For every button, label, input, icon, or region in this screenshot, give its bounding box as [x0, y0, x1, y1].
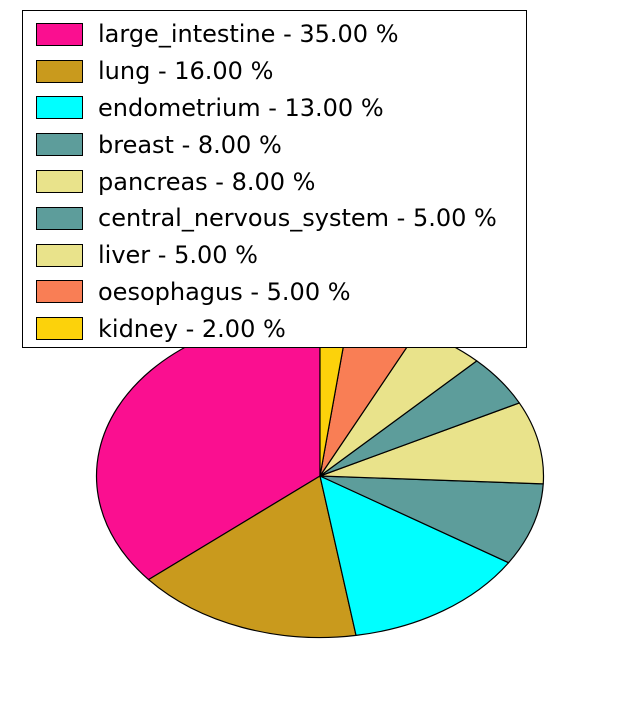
- legend-label: liver - 5.00 %: [98, 241, 258, 270]
- legend-swatch-liver: [36, 243, 83, 267]
- legend-item-pancreas: pancreas - 8.00 %: [36, 163, 526, 200]
- legend-item-liver: liver - 5.00 %: [36, 237, 526, 274]
- legend-box: large_intestine - 35.00 % lung - 16.00 % e…: [22, 10, 527, 348]
- legend-item-breast: breast - 8.00 %: [36, 126, 526, 163]
- pie-slice-pancreas: [319, 402, 545, 485]
- legend-item-central_nervous_system: central_nervous_system - 5.00 %: [36, 200, 526, 237]
- pie-slice-endometrium: [319, 475, 510, 636]
- pie-slice-breast: [319, 475, 544, 564]
- pie-slice-lung: [147, 475, 357, 639]
- legend-item-lung: lung - 16.00 %: [36, 53, 526, 90]
- legend-swatch-lung: [36, 59, 83, 83]
- legend-item-kidney: kidney - 2.00 %: [36, 310, 526, 347]
- legend-label: breast - 8.00 %: [98, 130, 282, 159]
- legend-swatch-central_nervous_system: [36, 206, 83, 230]
- legend-swatch-endometrium: [36, 96, 83, 120]
- legend-label: oesophagus - 5.00 %: [98, 277, 351, 306]
- legend-item-large_intestine: large_intestine - 35.00 %: [36, 16, 526, 53]
- legend-label: central_nervous_system - 5.00 %: [98, 204, 497, 233]
- legend-swatch-kidney: [36, 317, 83, 341]
- legend-label: large_intestine - 35.00 %: [98, 20, 399, 49]
- legend-swatch-oesophagus: [36, 280, 83, 304]
- legend-item-oesophagus: oesophagus - 5.00 %: [36, 274, 526, 311]
- legend-label: kidney - 2.00 %: [98, 314, 286, 343]
- legend-label: endometrium - 13.00 %: [98, 93, 384, 122]
- legend-item-endometrium: endometrium - 13.00 %: [36, 90, 526, 127]
- legend-swatch-breast: [36, 133, 83, 157]
- legend-label: lung - 16.00 %: [98, 57, 274, 86]
- legend-swatch-pancreas: [36, 170, 83, 194]
- legend-swatch-large_intestine: [36, 22, 83, 46]
- legend-label: pancreas - 8.00 %: [98, 167, 316, 196]
